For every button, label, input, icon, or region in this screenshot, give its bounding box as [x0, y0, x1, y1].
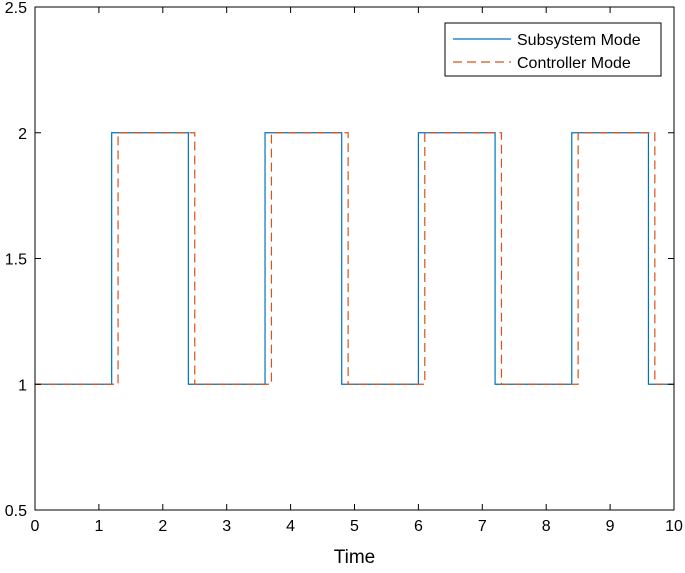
- legend-entry-controller-mode: Controller Mode: [453, 55, 631, 72]
- y-tick-label: 2.5: [5, 0, 27, 17]
- x-tick-label: 6: [414, 518, 423, 535]
- x-tick-label: 1: [94, 518, 103, 535]
- y-tick-label: 1: [18, 377, 27, 394]
- ticks-layer: 0 1 2 3 4 5 6 7 8 9 10 0.5 1 1.5 2 2.5: [5, 0, 683, 535]
- x-tick-label: 9: [606, 518, 615, 535]
- legend-label-subsystem-mode: Subsystem Mode: [517, 32, 641, 49]
- x-axis-label: Time: [334, 547, 376, 568]
- x-tick-label: 5: [350, 518, 359, 535]
- x-tick-label: 3: [222, 518, 231, 535]
- legend-box: [444, 22, 662, 77]
- x-tick-label: 10: [665, 518, 683, 535]
- x-tick-label: 8: [542, 518, 551, 535]
- series-line-controller-mode: [35, 132, 674, 385]
- x-tick-label: 2: [158, 518, 167, 535]
- legend-entry-subsystem-mode: Subsystem Mode: [453, 32, 641, 49]
- series-layer: [35, 132, 674, 385]
- y-tick-label: 1.5: [5, 252, 27, 269]
- y-tick-label: 2: [18, 126, 27, 143]
- y-tick-label: 0.5: [5, 503, 27, 520]
- legend: Subsystem Mode Controller Mode: [444, 22, 662, 77]
- x-tick-label: 4: [286, 518, 295, 535]
- x-tick-label: 7: [478, 518, 487, 535]
- x-tick-label: 0: [31, 518, 40, 535]
- legend-label-controller-mode: Controller Mode: [517, 55, 631, 72]
